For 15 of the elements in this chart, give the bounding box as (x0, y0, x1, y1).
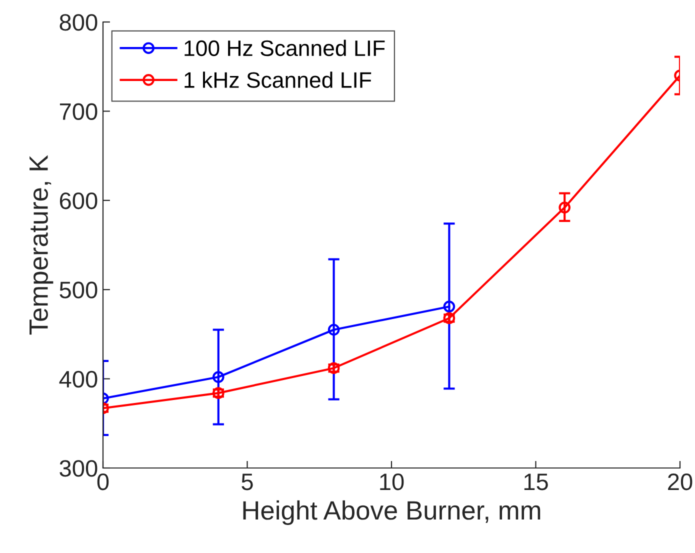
x-tick-label: 10 (380, 473, 404, 490)
legend-label: 100 Hz Scanned LIF (184, 40, 385, 56)
y-tick-label: 300 (60, 460, 98, 477)
y-tick-label: 800 (60, 14, 98, 31)
y-tick-label: 500 (60, 282, 98, 298)
x-axis-title: Height Above Burner, mm (243, 500, 540, 526)
y-tick-label: 400 (59, 370, 98, 388)
y-axis-title: Temperature, K (30, 155, 54, 335)
x-tick-label: 15 (524, 474, 548, 490)
x-tick-label: 5 (242, 474, 253, 490)
y-tick-label: 600 (60, 192, 98, 210)
y-tick-label: 700 (60, 103, 98, 120)
legend-label: 1 kHz Scanned LIF (184, 72, 372, 88)
x-tick-label: 20 (668, 473, 692, 490)
x-tick-label: 0 (97, 473, 109, 490)
